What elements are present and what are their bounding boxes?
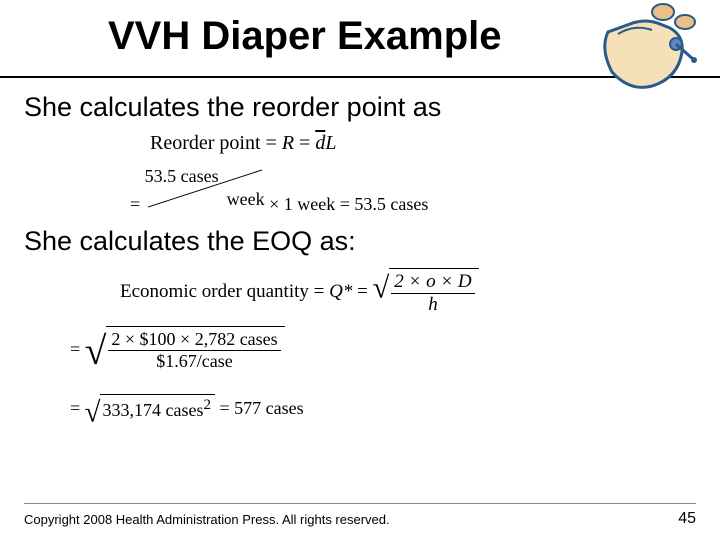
eoq-sqrt-2: √ 2 × $100 × 2,782 cases $1.67/case (85, 326, 285, 372)
formula-reorder-calc: = 53.5 cases week × 1 week = 53.5 cases (130, 166, 428, 215)
eoq-sqrt-1: √ 2 × o × D h (373, 268, 479, 316)
eoq-step2-num: 2 × $100 × 2,782 cases (108, 329, 280, 351)
equals-1: = (266, 132, 282, 154)
eoq-sqrt-body-1: 2 × o × D h (389, 268, 478, 316)
eoq-step2-den: $1.67/case (108, 351, 280, 372)
page-number: 45 (678, 510, 696, 528)
copyright-text: Copyright 2008 Health Administration Pre… (24, 512, 390, 527)
eoq-var: Q* (329, 281, 352, 303)
reorder-calc-rest: × 1 week = 53.5 cases (269, 194, 428, 214)
eoq-step3-result: = 577 cases (219, 398, 303, 419)
reorder-calc-num: 53.5 cases (145, 166, 219, 187)
formula-eoq-step3: = √ 333,174 cases2 = 577 cases (70, 394, 304, 423)
footer: Copyright 2008 Health Administration Pre… (24, 503, 696, 528)
sqrt-icon: √ (85, 398, 101, 427)
eoq-frac-2: 2 × $100 × 2,782 cases $1.67/case (108, 329, 280, 372)
title-bar: VVH Diaper Example (0, 0, 720, 78)
body-line-2: She calculates the EOQ as: (24, 226, 356, 257)
reorder-diag-frac: 53.5 cases week (145, 166, 265, 210)
equals-5: = (352, 281, 372, 303)
eoq-frac-1: 2 × o × D h (391, 271, 474, 316)
eoq-sqrt-3: √ 333,174 cases2 (85, 394, 215, 423)
sqrt-icon: √ (373, 273, 390, 321)
reorder-var-d: d (315, 132, 325, 154)
equals-2: = (299, 132, 315, 154)
eoq-label: Economic order quantity (120, 281, 309, 303)
diaper-clipart-icon (590, 0, 700, 94)
formula-eoq-def: Economic order quantity = Q* = √ 2 × o ×… (120, 268, 479, 316)
reorder-var-L: L (325, 132, 336, 154)
eoq-sqrt-body-3: 333,174 cases2 (100, 394, 214, 423)
reorder-calc-den: week (227, 189, 265, 210)
formula-eoq-step2: = √ 2 × $100 × 2,782 cases $1.67/case (70, 326, 285, 372)
eoq-sqrt-body-2: 2 × $100 × 2,782 cases $1.67/case (106, 326, 284, 372)
body-line-1: She calculates the reorder point as (24, 92, 441, 123)
eoq-sqrt-top: 2 × o × D (391, 271, 474, 294)
slide-title: VVH Diaper Example (108, 14, 502, 59)
equals-4: = (309, 281, 329, 303)
reorder-label: Reorder point (150, 132, 261, 154)
eoq-step3-inside: 333,174 cases (102, 400, 203, 420)
equals-7: = (70, 398, 85, 419)
equals-6: = (70, 339, 85, 360)
reorder-var-R: R (282, 132, 294, 154)
sqrt-icon: √ (85, 332, 107, 378)
eoq-sqrt-bot: h (391, 294, 474, 316)
eoq-step3-exp: 2 (203, 397, 211, 413)
equals-3: = (130, 194, 145, 214)
formula-reorder-def: Reorder point = R = dL (150, 132, 336, 155)
